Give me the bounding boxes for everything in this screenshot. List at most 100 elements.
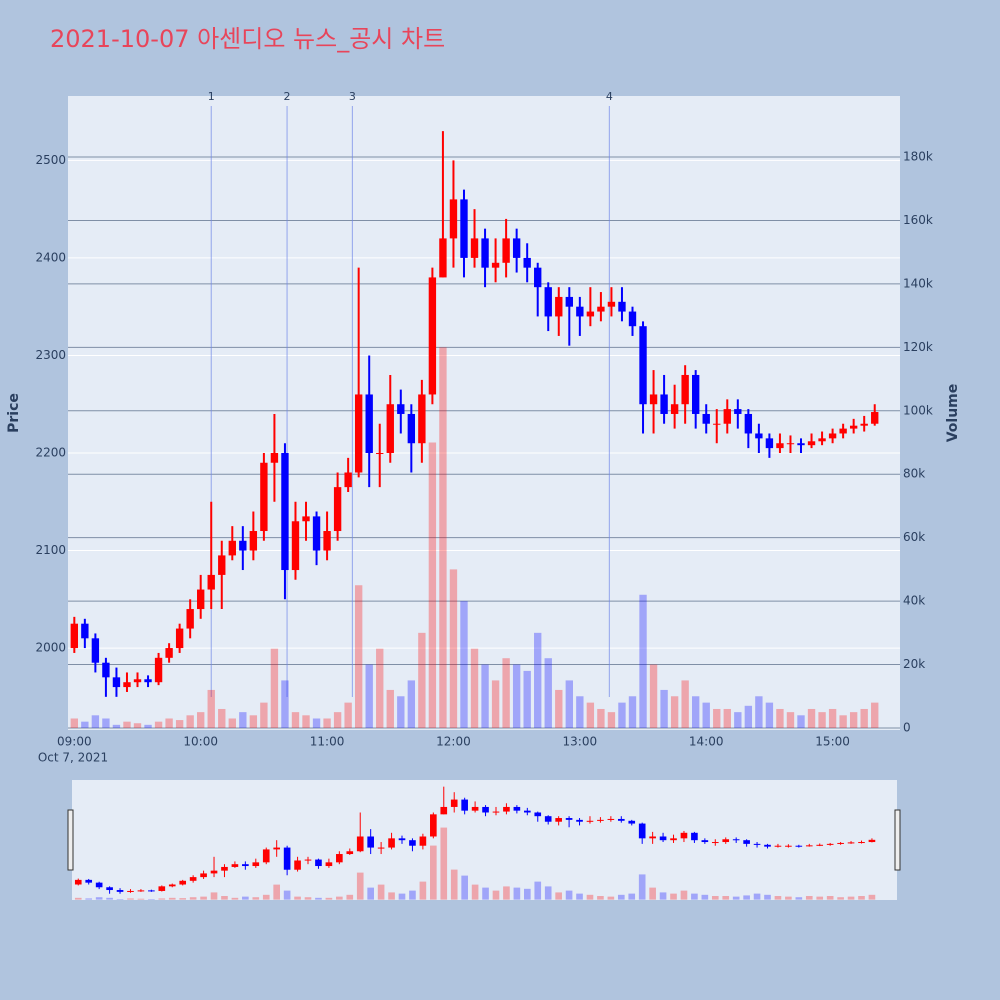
range-slider[interactable]	[72, 780, 897, 900]
candle-body	[764, 844, 771, 847]
candle-body	[502, 238, 510, 263]
candle-body	[407, 413, 416, 444]
y2-tick-label: 160k	[903, 213, 933, 227]
volume-bar	[492, 890, 500, 900]
candle-body	[249, 531, 258, 551]
y-axis-title: Price	[6, 393, 22, 433]
volume-bar	[481, 664, 489, 729]
candle-body	[744, 413, 753, 434]
candle-body	[461, 799, 468, 811]
candle-body	[670, 404, 679, 414]
volume-bar	[231, 897, 239, 900]
candle-body	[325, 862, 333, 867]
volume-bar	[336, 896, 343, 900]
candle-body	[753, 843, 761, 845]
volume-bar	[449, 569, 458, 729]
candle-body	[270, 452, 279, 463]
volume-bar	[398, 893, 406, 900]
volume-bar	[148, 899, 155, 900]
candle-body	[618, 301, 626, 312]
candle-body	[260, 462, 268, 532]
candle-body	[858, 842, 865, 844]
candle-body	[377, 847, 385, 849]
candle-body	[481, 238, 489, 268]
candle-body	[743, 840, 750, 844]
candle-body	[409, 840, 416, 846]
volume-bar	[586, 894, 594, 900]
candle-body	[95, 882, 103, 888]
volume-bar	[210, 892, 218, 900]
candle-body	[430, 814, 437, 837]
candle-body	[734, 409, 742, 414]
candle-body	[127, 890, 134, 892]
volume-bar	[628, 696, 637, 729]
x-tick-label: 11:00	[310, 735, 345, 749]
candle-body	[565, 296, 573, 307]
volume-bar	[106, 897, 113, 900]
volume-bar	[304, 897, 312, 900]
candle-body	[302, 516, 310, 522]
volume-bar	[744, 705, 753, 729]
volume-bar	[440, 827, 448, 900]
candle-body	[336, 854, 343, 863]
candle-body	[112, 677, 121, 688]
candle-body	[471, 806, 479, 811]
volume-bar	[430, 845, 437, 900]
volume-bar	[713, 708, 721, 729]
volume-bar	[723, 708, 731, 729]
volume-bar	[365, 664, 373, 729]
candle-body	[376, 452, 384, 454]
volume-bar	[576, 696, 584, 729]
y2-tick-label: 40k	[903, 594, 925, 608]
y2-tick-label: 180k	[903, 150, 933, 164]
candle-body	[617, 818, 625, 821]
volume-bar	[291, 712, 300, 729]
slider-handle[interactable]	[67, 809, 74, 871]
volume-bar	[200, 896, 207, 900]
volume-bar	[428, 442, 437, 729]
volume-bar	[333, 712, 342, 729]
candle-body	[681, 374, 689, 405]
y-tick-label: 2000	[35, 641, 66, 655]
volume-bar	[607, 896, 615, 900]
x-tick-label: 15:00	[815, 735, 850, 749]
candle-body	[807, 441, 816, 446]
candle-body	[492, 811, 500, 813]
volume-bar	[323, 718, 331, 729]
candle-body	[428, 277, 437, 395]
volume-bar	[207, 689, 215, 729]
candle-body	[137, 890, 145, 892]
volume-bar	[70, 718, 79, 729]
candle-body	[70, 623, 79, 649]
candle-body	[638, 823, 646, 839]
x-tick-label: 13:00	[563, 735, 598, 749]
volume-bar	[418, 632, 426, 729]
candle-body	[470, 238, 479, 258]
volume-bar	[597, 708, 605, 729]
candle-body	[154, 657, 163, 683]
volume-bar	[270, 648, 279, 729]
y2-tick-label: 0	[903, 721, 911, 735]
candle-body	[523, 810, 531, 813]
x-date-label: Oct 7, 2021	[38, 751, 108, 765]
candle-body	[189, 877, 197, 881]
candle-body	[440, 806, 448, 815]
candle-body	[210, 870, 218, 874]
candle-body	[218, 555, 226, 575]
candle-body	[555, 296, 563, 317]
volume-bar	[860, 708, 868, 729]
candle-body	[102, 662, 110, 678]
candle-body	[732, 839, 740, 841]
candle-body	[315, 859, 322, 867]
candle-body	[765, 438, 774, 449]
candle-body	[228, 540, 236, 556]
volume-bar	[273, 884, 281, 900]
volume-bar	[439, 347, 447, 729]
volume-bar	[753, 893, 761, 900]
volume-bar	[837, 897, 844, 900]
candle-body	[439, 238, 447, 278]
candle-body	[828, 433, 837, 439]
slider-handle[interactable]	[894, 809, 901, 871]
candle-body	[639, 326, 647, 405]
candle-body	[333, 487, 342, 532]
